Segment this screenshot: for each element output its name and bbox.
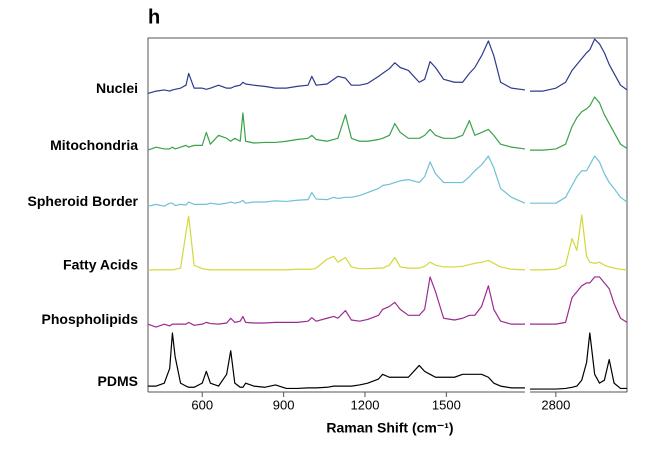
x-tick-label: 1200 (351, 397, 380, 412)
spectrum-right (530, 38, 628, 92)
spectrum-left (148, 215, 526, 271)
spectrum-right (530, 96, 628, 151)
series-label: Nuclei (96, 80, 138, 96)
spectrum-left (147, 155, 526, 207)
series-label: Spheroid Border (28, 193, 139, 209)
spectrum-left (147, 40, 526, 95)
x-tick-label: 1500 (432, 397, 461, 412)
series-label: Mitochondria (50, 137, 138, 153)
spectrum-right (530, 332, 627, 390)
x-axis-title: Raman Shift (cm⁻¹) (326, 420, 453, 436)
panel-label: h (148, 6, 160, 28)
spectrum-right (530, 155, 628, 204)
spectrum-left (147, 276, 525, 328)
series-label: Fatty Acids (63, 257, 138, 273)
x-tick-label: 2800 (541, 397, 570, 412)
plot-frame (147, 37, 628, 392)
spectrum-right (530, 214, 628, 271)
x-tick-label: 900 (273, 397, 295, 412)
x-tick-label: 600 (191, 397, 213, 412)
spectrum-left (148, 332, 525, 390)
spectrum-left (147, 112, 526, 151)
series-label: PDMS (98, 373, 138, 389)
series-label: Phospholipids (42, 311, 139, 327)
spectrum-right (530, 276, 628, 325)
